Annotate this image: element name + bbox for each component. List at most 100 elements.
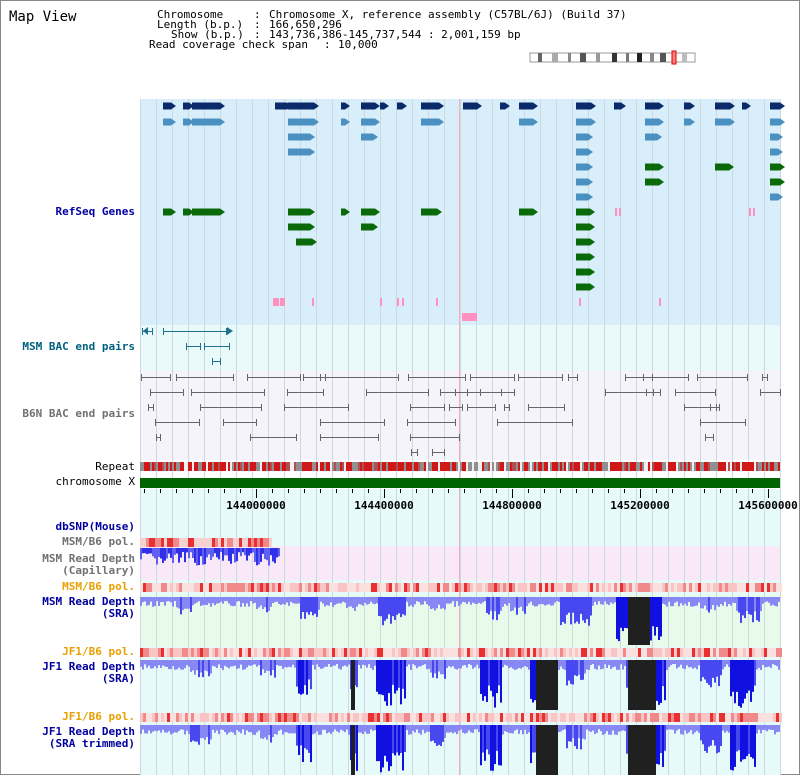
track-label-dbsnp[interactable]: dbSNP(Mouse): [55, 520, 135, 533]
jf1-b6-pol-mark: [155, 648, 158, 657]
msm-b6-pol-mark: [764, 583, 767, 592]
track-label-b6n-bac[interactable]: B6N BAC end pairs: [22, 407, 135, 420]
jf1-b6-pol-mark: [377, 713, 380, 722]
jf1-b6-pol-mark: [368, 713, 371, 722]
repeat-mark: [312, 462, 314, 471]
jf1-trim-depth-bar: [728, 725, 730, 733]
jf1-b6-pol-mark: [401, 713, 404, 722]
msm-b6-pol-mark: [209, 583, 212, 592]
jf1-b6-pol-mark: [644, 648, 647, 657]
jf1-trim-depth-bar: [220, 725, 222, 730]
track-label-msm-b6-pol-1[interactable]: MSM/B6 pol.: [62, 535, 135, 548]
jf1-depth-bar: [296, 660, 298, 687]
track-label-msm-depth-sra-1[interactable]: MSM Read Depth: [42, 595, 135, 608]
msm-b6-pol-mark: [278, 583, 281, 592]
repeat-mark: [520, 462, 522, 471]
jf1-trim-depth-bar: [760, 725, 762, 734]
msm-capillary-depth-bar: [172, 548, 174, 563]
gene-pink-mark: [397, 298, 399, 306]
msm-b6-pol-mark: [524, 583, 527, 592]
track-label-refseq[interactable]: RefSeq Genes: [55, 205, 135, 218]
gene-arrow: [590, 238, 595, 246]
jf1-b6-pol-mark: [506, 648, 509, 657]
track-label-jf1-b6-pol-2[interactable]: JF1/B6 pol.: [62, 710, 135, 723]
repeat-mark: [414, 462, 416, 471]
jf1-depth-bar: [534, 660, 536, 701]
jf1-trim-depth-bar: [142, 725, 144, 730]
jf1-b6-pol-mark: [452, 648, 455, 657]
repeat-mark: [668, 462, 670, 471]
msm-b6-pol-mark: [599, 583, 602, 592]
jf1-depth-bar: [284, 660, 286, 667]
jf1-trim-depth-bar: [730, 725, 732, 770]
jf1-b6-pol-mark: [221, 713, 224, 722]
gene-pink-mark: [380, 298, 382, 306]
gene-arrow: [345, 102, 350, 110]
repeat-mark: [722, 462, 724, 471]
msm-depth-bar: [374, 597, 376, 605]
gene-refseq-green: [576, 238, 590, 246]
repeat-mark: [216, 462, 218, 471]
jf1-b6-pol-mark: [179, 648, 182, 657]
track-label-msm-depth-sra-2: (SRA): [101, 607, 135, 620]
msm-b6-pol-mark: [158, 538, 161, 547]
jf1-depth-bar: [304, 660, 306, 686]
jf1-trim-depth-bar: [208, 725, 210, 745]
jf1-depth-bar: [374, 660, 376, 666]
jf1-depth-bar: [288, 660, 290, 667]
jf1-depth-bar: [276, 660, 278, 665]
jf1-depth-bar: [622, 660, 624, 670]
jf1-depth-bar: [620, 660, 622, 665]
msm-depth-bar: [320, 597, 322, 602]
gene-refseq-mid: [576, 193, 588, 201]
repeat-mark: [178, 462, 180, 471]
msm-depth-bar: [526, 597, 528, 607]
msm-depth-bar: [738, 597, 740, 613]
msm-b6-pol-mark: [509, 583, 512, 592]
track-label-jf1-b6-pol-1[interactable]: JF1/B6 pol.: [62, 645, 135, 658]
jf1-b6-pol-mark: [296, 713, 299, 722]
track-label-jf1-depth-trim-1[interactable]: JF1 Read Depth: [42, 725, 135, 738]
msm-depth-bar: [214, 597, 216, 606]
info-show-val: 143,736,386-145,737,544 : 2,001,159 bp: [269, 28, 521, 41]
repeat-mark: [738, 462, 740, 471]
jf1-b6-pol-mark: [563, 713, 566, 722]
msm-depth-bar: [598, 597, 600, 602]
track-label-msm-depth-cap-1[interactable]: MSM Read Depth: [42, 552, 135, 565]
jf1-depth-bar: [204, 660, 206, 671]
track-label-msm-bac[interactable]: MSM BAC end pairs: [22, 340, 135, 353]
repeat-mark: [708, 462, 710, 471]
gene-arrow: [590, 268, 595, 276]
repeat-mark: [718, 462, 720, 471]
msm-depth-bar: [616, 597, 618, 640]
jf1-b6-pol-mark: [443, 648, 446, 657]
repeat-mark: [296, 462, 298, 471]
msm-b6-pol-mark: [734, 583, 737, 592]
jf1-b6-pol-mark: [287, 648, 290, 657]
jf1-b6-pol-mark: [191, 648, 194, 657]
track-label-msm-b6-pol-2[interactable]: MSM/B6 pol.: [62, 580, 135, 593]
jf1-b6-pol-mark: [179, 713, 182, 722]
msm-capillary-depth-bar: [198, 548, 200, 566]
jf1-depth-bar: [484, 660, 486, 697]
msm-depth-bar: [624, 597, 626, 628]
jf1-trim-depth-bar: [572, 725, 574, 739]
repeat-mark: [192, 462, 194, 471]
jf1-b6-pol-mark: [524, 648, 527, 657]
jf1-trim-depth-bar: [570, 725, 572, 742]
jf1-trim-depth-bar: [676, 725, 678, 731]
gene-refseq-mid: [341, 118, 345, 126]
jf1-depth-bar: [394, 660, 396, 694]
msm-b6-pol-mark: [581, 583, 584, 592]
jf1-depth-bar: [176, 660, 178, 670]
jf1-b6-pol-mark: [251, 713, 254, 722]
msm-depth-bar: [524, 597, 526, 614]
repeat-mark: [348, 462, 350, 471]
jf1-b6-pol-mark: [167, 713, 170, 722]
msm-depth-bar: [178, 597, 180, 609]
msm-depth-bar: [152, 597, 154, 607]
track-label-jf1-depth-sra-1[interactable]: JF1 Read Depth: [42, 660, 135, 673]
jf1-b6-pol-mark: [626, 648, 629, 657]
gene-refseq-dark: [500, 102, 505, 110]
